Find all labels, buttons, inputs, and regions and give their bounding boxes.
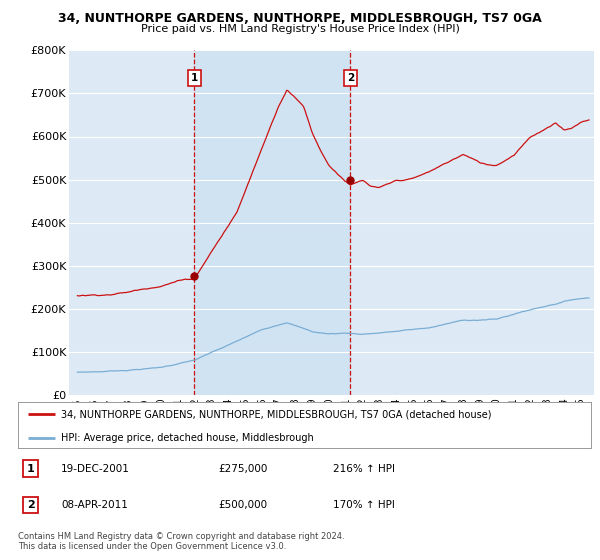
Text: 19-DEC-2001: 19-DEC-2001 bbox=[61, 464, 130, 474]
Text: 216% ↑ HPI: 216% ↑ HPI bbox=[333, 464, 395, 474]
Text: 170% ↑ HPI: 170% ↑ HPI bbox=[333, 500, 395, 510]
Text: Contains HM Land Registry data © Crown copyright and database right 2024.
This d: Contains HM Land Registry data © Crown c… bbox=[18, 532, 344, 552]
Text: 08-APR-2011: 08-APR-2011 bbox=[61, 500, 128, 510]
Text: Price paid vs. HM Land Registry's House Price Index (HPI): Price paid vs. HM Land Registry's House … bbox=[140, 24, 460, 34]
Text: £275,000: £275,000 bbox=[218, 464, 268, 474]
Text: 34, NUNTHORPE GARDENS, NUNTHORPE, MIDDLESBROUGH, TS7 0GA (detached house): 34, NUNTHORPE GARDENS, NUNTHORPE, MIDDLE… bbox=[61, 409, 491, 419]
Text: 1: 1 bbox=[191, 73, 198, 83]
Text: 34, NUNTHORPE GARDENS, NUNTHORPE, MIDDLESBROUGH, TS7 0GA: 34, NUNTHORPE GARDENS, NUNTHORPE, MIDDLE… bbox=[58, 12, 542, 25]
Bar bbox=[194, 50, 350, 395]
Text: 2: 2 bbox=[347, 73, 354, 83]
Text: £500,000: £500,000 bbox=[218, 500, 268, 510]
Text: 1: 1 bbox=[27, 464, 34, 474]
Text: HPI: Average price, detached house, Middlesbrough: HPI: Average price, detached house, Midd… bbox=[61, 433, 314, 443]
Text: 2: 2 bbox=[27, 500, 34, 510]
